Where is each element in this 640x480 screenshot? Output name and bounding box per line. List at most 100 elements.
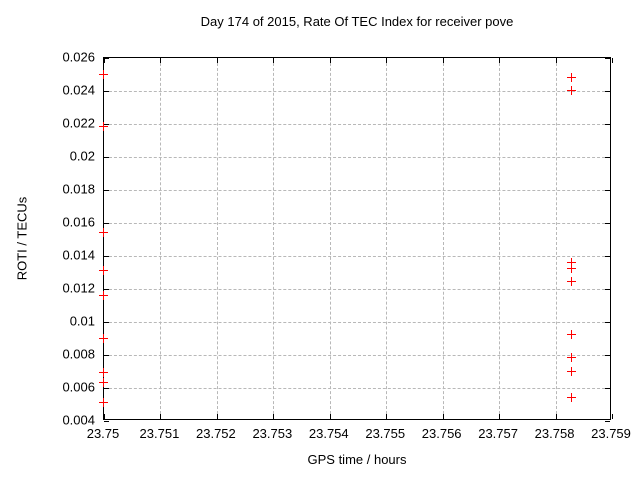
data-point-marker: [567, 72, 577, 82]
x-tick-label: 23.757: [478, 426, 518, 441]
y-tick-label: 0.022: [62, 115, 95, 131]
data-point-marker: [99, 227, 108, 237]
x-tick-label: 23.758: [534, 426, 575, 441]
x-tick-mark: [160, 414, 162, 419]
y-tick-mark: [104, 256, 109, 257]
x-tick-mark: [499, 414, 501, 419]
x-tick-mark: [216, 414, 218, 419]
x-tick-mark: [273, 414, 275, 419]
y-tick-label: 0.012: [62, 280, 95, 296]
y-tick-mark: [104, 223, 109, 224]
x-tick-mark: [499, 58, 501, 63]
data-point-marker: [567, 86, 577, 95]
y-tick-mark: [104, 58, 109, 59]
x-tick-mark: [386, 58, 388, 63]
data-point-marker: [567, 330, 577, 340]
y-tick-mark: [104, 124, 109, 125]
y-tick-mark: [104, 421, 109, 422]
y-tick-label: 0.008: [62, 346, 95, 362]
x-tick-mark: [329, 414, 331, 419]
y-tick-mark: [104, 355, 109, 356]
data-point-marker: [567, 264, 577, 274]
data-point-marker: [567, 277, 577, 287]
y-gridline: [104, 388, 610, 389]
x-gridline: [555, 58, 557, 419]
x-tick-mark: [104, 58, 105, 63]
y-tick-label: 0.016: [62, 214, 95, 230]
x-gridline: [499, 58, 501, 419]
data-point-marker: [99, 397, 108, 407]
y-gridline: [104, 322, 610, 323]
data-point-marker: [99, 69, 108, 79]
y-gridline: [104, 157, 610, 158]
x-tick-mark: [216, 58, 218, 63]
x-gridline: [329, 58, 331, 419]
y-gridline: [104, 91, 610, 92]
data-point-marker: [99, 368, 108, 378]
data-point-marker: [567, 366, 577, 376]
data-point-marker: [99, 265, 108, 275]
y-tick-mark: [605, 91, 610, 92]
x-gridline: [216, 58, 218, 419]
y-tick-mark: [104, 190, 109, 191]
x-gridline: [160, 58, 162, 419]
y-tick-label: 0.004: [62, 412, 95, 428]
data-point-marker: [99, 378, 108, 388]
y-tick-mark: [104, 322, 109, 323]
y-axis-label: ROTI / TECUs: [14, 196, 30, 281]
y-tick-mark: [605, 322, 610, 323]
x-tick-mark: [612, 58, 613, 63]
plot-area: [99, 57, 613, 422]
y-tick-label: 0.024: [62, 82, 95, 98]
x-tick-label: 23.755: [365, 426, 406, 441]
x-tick-label: 23.751: [139, 426, 180, 441]
y-tick-label: 0.018: [62, 181, 95, 197]
y-gridline: [104, 124, 610, 125]
y-tick-label: 0.006: [62, 379, 95, 395]
x-tick-mark: [160, 58, 162, 63]
data-point-marker: [567, 392, 577, 402]
y-gridline: [104, 223, 610, 224]
data-point-marker: [99, 333, 108, 343]
x-gridline: [273, 58, 275, 419]
data-point-marker: [567, 353, 577, 363]
y-tick-mark: [605, 190, 610, 191]
data-point-marker: [99, 290, 108, 300]
y-tick-mark: [605, 124, 610, 125]
x-tick-label: 23.759: [591, 426, 631, 441]
chart-title: Day 174 of 2015, Rate Of TEC Index for r…: [200, 14, 514, 29]
y-gridline: [104, 190, 610, 191]
x-axis-label: GPS time / hours: [307, 452, 407, 467]
x-tick-label: 23.754: [308, 426, 349, 441]
y-tick-label: 0.01: [69, 313, 95, 329]
x-tick-label: 23.753: [252, 426, 293, 441]
y-tick-mark: [104, 157, 109, 158]
x-tick-mark: [273, 58, 275, 63]
y-tick-mark: [605, 289, 610, 290]
x-gridline: [442, 58, 444, 419]
x-tick-mark: [386, 414, 388, 419]
x-tick-mark: [329, 58, 331, 63]
x-tick-mark: [612, 414, 613, 419]
data-point-marker: [99, 122, 108, 132]
x-tick-mark: [442, 58, 444, 63]
x-tick-mark: [555, 58, 557, 63]
y-tick-mark: [605, 421, 610, 422]
y-tick-mark: [605, 157, 610, 158]
y-tick-label: 0.014: [62, 247, 95, 263]
y-tick-mark: [605, 355, 610, 356]
y-gridline: [104, 355, 610, 356]
y-gridline: [104, 289, 610, 290]
x-tick-label: 23.756: [421, 426, 462, 441]
y-tick-mark: [104, 91, 109, 92]
x-tick-mark: [104, 414, 105, 419]
x-tick-label: 23.75: [86, 426, 120, 441]
y-tick-mark: [605, 388, 610, 389]
y-gridline: [104, 256, 610, 257]
x-tick-mark: [555, 414, 557, 419]
y-tick-mark: [605, 223, 610, 224]
y-tick-mark: [605, 58, 610, 59]
data-point-marker: [567, 257, 577, 267]
x-tick-label: 23.752: [195, 426, 236, 441]
